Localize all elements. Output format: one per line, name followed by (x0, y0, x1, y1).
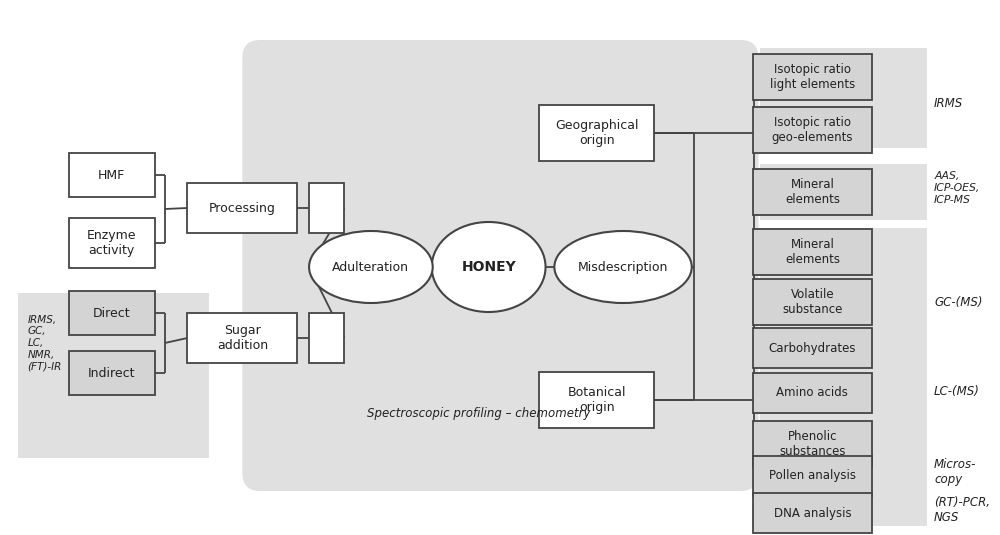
Text: Amino acids: Amino acids (776, 386, 848, 400)
FancyBboxPatch shape (753, 279, 872, 325)
Text: (RT)-PCR,
NGS: (RT)-PCR, NGS (934, 496, 990, 524)
Text: Botanical
origin: Botanical origin (567, 386, 626, 414)
FancyBboxPatch shape (753, 169, 872, 215)
FancyBboxPatch shape (69, 291, 155, 335)
Text: Enzyme
activity: Enzyme activity (87, 229, 137, 257)
Ellipse shape (432, 222, 546, 312)
Text: Processing: Processing (209, 202, 276, 215)
Text: Isotopic ratio
geo-elements: Isotopic ratio geo-elements (772, 116, 853, 144)
FancyBboxPatch shape (753, 328, 872, 368)
FancyBboxPatch shape (309, 313, 344, 363)
Text: Spectroscopic profiling – chemometry: Spectroscopic profiling – chemometry (367, 407, 591, 419)
FancyBboxPatch shape (753, 229, 872, 275)
Text: Adulteration: Adulteration (332, 261, 409, 273)
FancyBboxPatch shape (187, 313, 297, 363)
Text: Mineral
elements: Mineral elements (785, 238, 840, 266)
Ellipse shape (554, 231, 692, 303)
Text: Indirect: Indirect (88, 366, 136, 379)
Text: Mineral
elements: Mineral elements (785, 178, 840, 206)
Text: Pollen analysis: Pollen analysis (769, 470, 856, 483)
Text: Direct: Direct (93, 307, 131, 319)
FancyBboxPatch shape (760, 455, 927, 505)
Text: IRMS,
GC,
LC,
NMR,
(FT)-IR: IRMS, GC, LC, NMR, (FT)-IR (27, 315, 62, 371)
FancyBboxPatch shape (242, 40, 758, 491)
Text: LC-(MS): LC-(MS) (934, 386, 980, 399)
FancyBboxPatch shape (753, 421, 872, 467)
FancyBboxPatch shape (753, 456, 872, 496)
Text: GC-(MS): GC-(MS) (934, 295, 983, 309)
Text: DNA analysis: DNA analysis (774, 507, 851, 519)
FancyBboxPatch shape (753, 373, 872, 413)
Text: Isotopic ratio
light elements: Isotopic ratio light elements (770, 63, 855, 91)
Text: Sugar
addition: Sugar addition (217, 324, 268, 352)
FancyBboxPatch shape (539, 105, 654, 161)
FancyBboxPatch shape (187, 183, 297, 233)
Text: AAS,
ICP-OES,
ICP-MS: AAS, ICP-OES, ICP-MS (934, 171, 980, 204)
FancyBboxPatch shape (760, 458, 927, 526)
Text: Volatile
substance: Volatile substance (782, 288, 843, 316)
FancyBboxPatch shape (69, 153, 155, 197)
FancyBboxPatch shape (753, 107, 872, 153)
FancyBboxPatch shape (18, 293, 209, 458)
Ellipse shape (309, 231, 433, 303)
Text: HMF: HMF (98, 169, 125, 181)
FancyBboxPatch shape (760, 48, 927, 148)
Text: Phenolic
substances: Phenolic substances (779, 430, 846, 458)
Text: Micros-
copy: Micros- copy (934, 458, 976, 486)
FancyBboxPatch shape (69, 351, 155, 395)
FancyBboxPatch shape (753, 493, 872, 533)
FancyBboxPatch shape (760, 228, 927, 458)
Text: HONEY: HONEY (461, 260, 516, 274)
Text: IRMS: IRMS (934, 96, 963, 110)
FancyBboxPatch shape (760, 164, 927, 220)
FancyBboxPatch shape (753, 54, 872, 100)
Text: Misdescription: Misdescription (578, 261, 668, 273)
FancyBboxPatch shape (69, 218, 155, 268)
FancyBboxPatch shape (309, 183, 344, 233)
Text: Carbohydrates: Carbohydrates (769, 341, 856, 355)
FancyBboxPatch shape (539, 372, 654, 428)
Text: Geographical
origin: Geographical origin (555, 119, 638, 147)
